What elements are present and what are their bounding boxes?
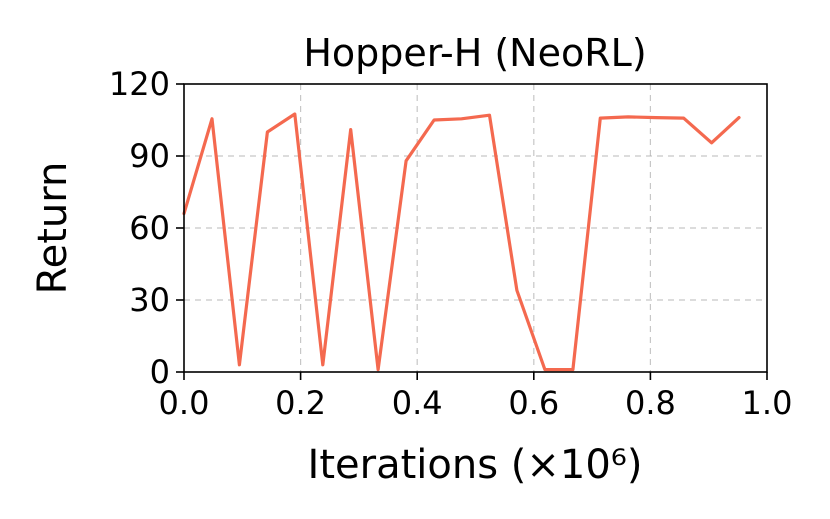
x-axis-label: Iterations (×10⁶) — [308, 442, 643, 488]
x-tick-label: 0.2 — [275, 384, 326, 422]
x-tick-label: 0.0 — [159, 384, 210, 422]
x-tick-label: 0.6 — [508, 384, 559, 422]
x-tick-label: 0.8 — [625, 384, 676, 422]
y-tick-label: 30 — [129, 281, 170, 319]
series-line — [182, 112, 741, 372]
y-axis-label: Return — [30, 162, 76, 295]
x-tick-label: 0.4 — [392, 384, 443, 422]
axis-ticks: 0.0 0.2 0.4 0.6 0.8 1.0 0 30 60 90 120 — [109, 65, 793, 422]
y-tick-label: 0 — [150, 353, 170, 391]
y-tick-label: 60 — [129, 209, 170, 247]
chart-title: Hopper-H (NeoRL) — [303, 31, 646, 75]
series-layer — [182, 112, 741, 372]
y-tick-label: 120 — [109, 65, 170, 103]
x-tick-label: 1.0 — [742, 384, 793, 422]
grid-lines — [184, 84, 767, 372]
y-tick-label: 90 — [129, 137, 170, 175]
